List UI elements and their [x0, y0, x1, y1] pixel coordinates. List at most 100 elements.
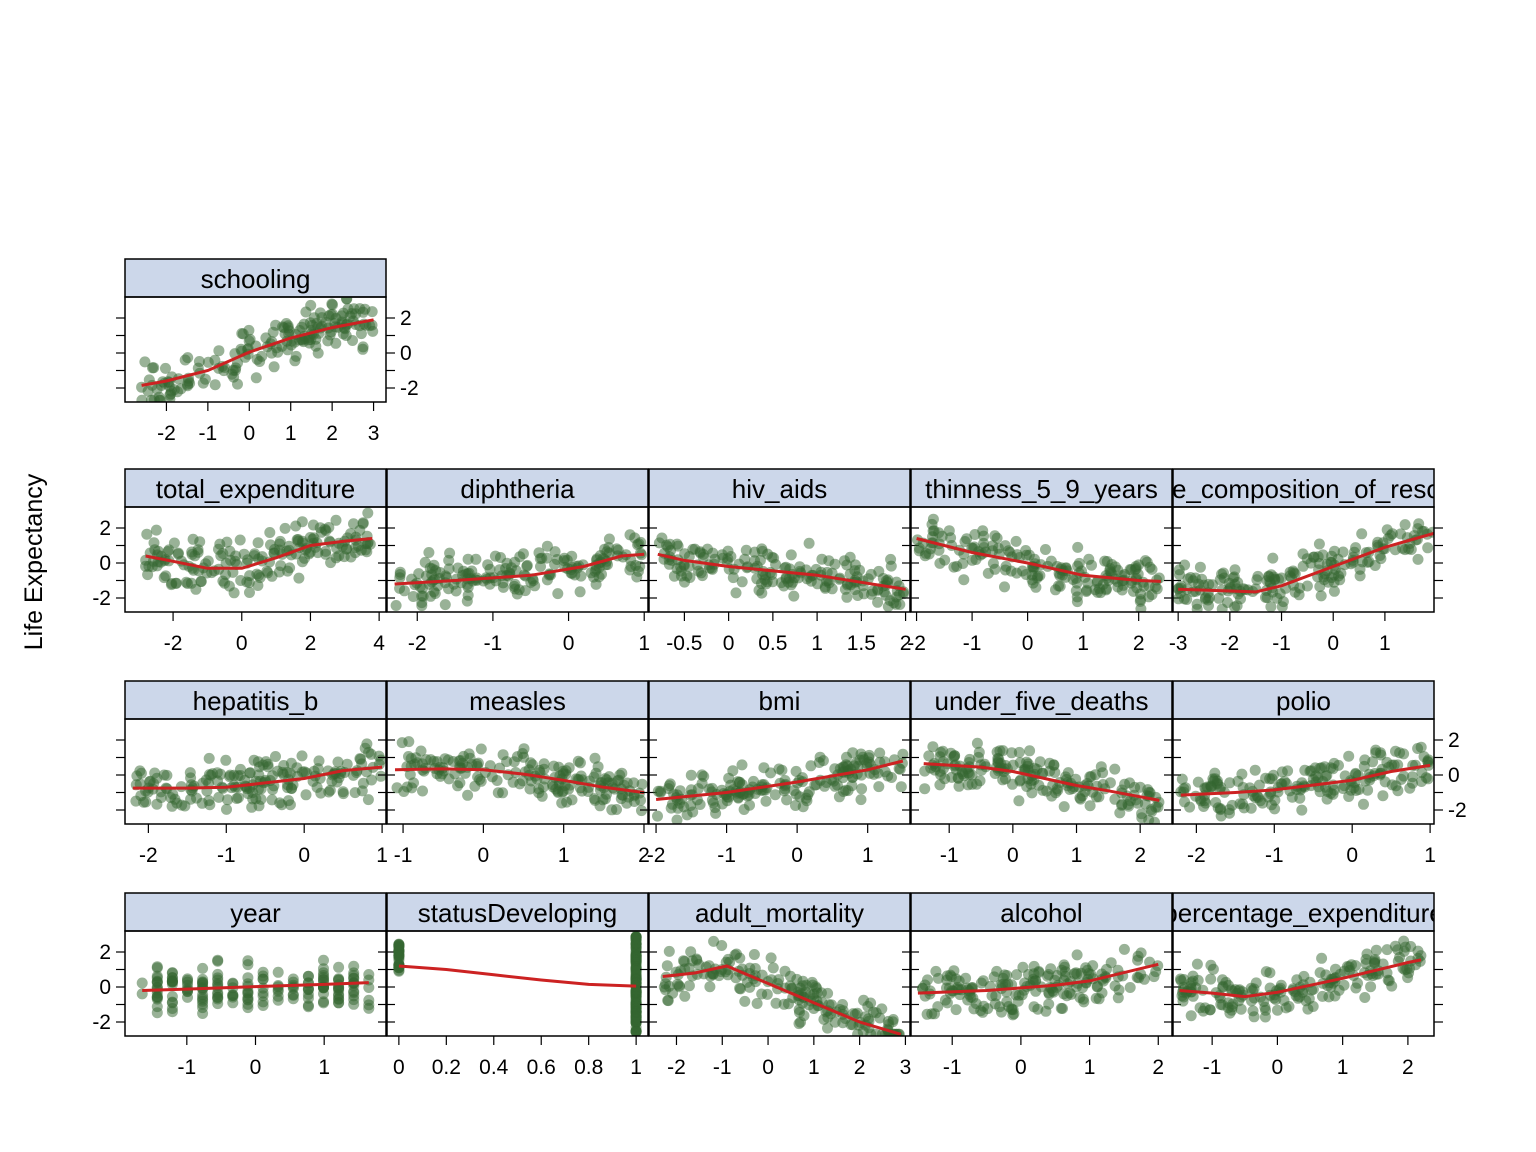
data-point	[1118, 943, 1130, 955]
data-point	[227, 997, 239, 1009]
data-point	[744, 799, 755, 811]
data-point	[163, 544, 175, 556]
y-tick-label: 0	[400, 342, 412, 365]
data-point	[1176, 773, 1188, 785]
data-point	[244, 587, 255, 598]
data-point	[337, 786, 349, 798]
panel-frame	[386, 506, 649, 613]
data-point	[494, 564, 506, 576]
data-point	[1415, 741, 1427, 753]
data-point	[1422, 542, 1434, 554]
data-point	[333, 961, 345, 973]
data-point	[256, 350, 268, 362]
data-point	[185, 772, 197, 784]
x-tick-label: 0.4	[479, 1056, 509, 1079]
data-point	[308, 312, 320, 324]
data-point	[322, 335, 334, 347]
data-point	[235, 575, 247, 586]
data-point	[656, 532, 668, 544]
data-point	[895, 781, 907, 793]
data-point	[966, 554, 978, 566]
data-point	[590, 578, 602, 590]
data-point	[443, 554, 455, 566]
panel-frame	[386, 718, 649, 825]
data-point	[602, 777, 614, 789]
data-point	[197, 989, 209, 1001]
data-point	[989, 563, 1001, 575]
data-point	[418, 765, 430, 777]
data-point	[220, 754, 232, 766]
strip-label: under_five_deaths	[935, 686, 1149, 716]
panel-frame	[910, 930, 1173, 1037]
data-point	[1112, 992, 1124, 1004]
data-point	[529, 580, 541, 592]
data-point	[182, 352, 194, 364]
data-point	[290, 520, 302, 532]
strip-label: statusDeveloping	[418, 898, 617, 928]
data-point	[873, 781, 885, 793]
data-point	[1082, 577, 1094, 589]
y-tick-label: -2	[400, 377, 419, 400]
data-point	[1148, 971, 1160, 983]
data-point	[1354, 570, 1366, 582]
data-point	[1050, 787, 1062, 799]
data-point	[403, 736, 415, 748]
x-tick-label: 2	[1134, 844, 1146, 867]
x-tick-label: -1	[1265, 844, 1284, 867]
data-point	[274, 535, 286, 547]
strip-percentage_expenditure	[1172, 892, 1435, 932]
data-point	[652, 785, 664, 797]
data-point	[293, 572, 305, 584]
data-point	[1399, 941, 1411, 953]
data-point	[590, 767, 602, 779]
data-point	[671, 814, 683, 824]
data-point	[136, 977, 148, 989]
data-point	[941, 997, 953, 1009]
data-point	[1337, 546, 1349, 558]
data-point	[1358, 798, 1369, 810]
data-point	[221, 803, 232, 815]
data-point	[691, 953, 702, 965]
data-point	[318, 963, 329, 975]
data-point	[1093, 993, 1105, 1005]
data-point	[725, 779, 737, 791]
panel-frame	[386, 930, 649, 1037]
strip-diphtheria	[386, 468, 649, 508]
data-point	[180, 576, 192, 588]
data-point	[1404, 782, 1416, 794]
data-point	[927, 741, 939, 753]
data-point	[1010, 989, 1022, 1001]
data-point	[1274, 588, 1286, 600]
data-point	[341, 297, 352, 305]
points-statusDeveloping	[393, 931, 642, 1036]
data-point	[698, 770, 710, 782]
data-point	[1010, 535, 1022, 547]
data-point	[228, 587, 240, 599]
data-point	[937, 745, 949, 757]
x-tick-label: 0	[243, 422, 255, 445]
data-point	[770, 997, 782, 1009]
x-tick-label: 2	[326, 422, 338, 445]
data-point	[1071, 577, 1083, 589]
data-point	[722, 969, 734, 981]
data-point	[423, 547, 435, 558]
panel-frame	[910, 718, 1173, 825]
data-point	[242, 993, 254, 1005]
data-point	[885, 553, 897, 565]
data-point	[1207, 963, 1219, 975]
data-point	[342, 303, 354, 315]
data-point	[548, 760, 560, 772]
data-point	[865, 568, 877, 580]
data-point	[416, 600, 428, 612]
data-point	[1045, 963, 1057, 975]
smooth-line-income_composition_of_resources	[1178, 531, 1434, 594]
x-tick-label: -0.5	[666, 632, 702, 655]
strip-income_composition_of_resources	[1172, 468, 1435, 508]
data-point	[1278, 994, 1290, 1006]
data-point	[1193, 578, 1205, 590]
data-point	[268, 361, 280, 373]
data-point	[803, 537, 815, 549]
panel-income_composition_of_resources: income_composition_of_resources -3 -2 -1 0 1	[1164, 468, 1443, 655]
data-point	[927, 513, 939, 525]
